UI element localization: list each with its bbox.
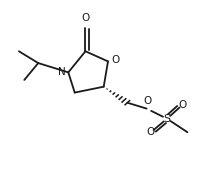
Text: O: O: [147, 127, 155, 137]
Text: O: O: [144, 96, 152, 106]
Text: S: S: [164, 114, 171, 124]
Text: O: O: [81, 13, 90, 23]
Text: N: N: [58, 66, 66, 76]
Text: O: O: [178, 100, 186, 110]
Text: O: O: [112, 55, 120, 65]
